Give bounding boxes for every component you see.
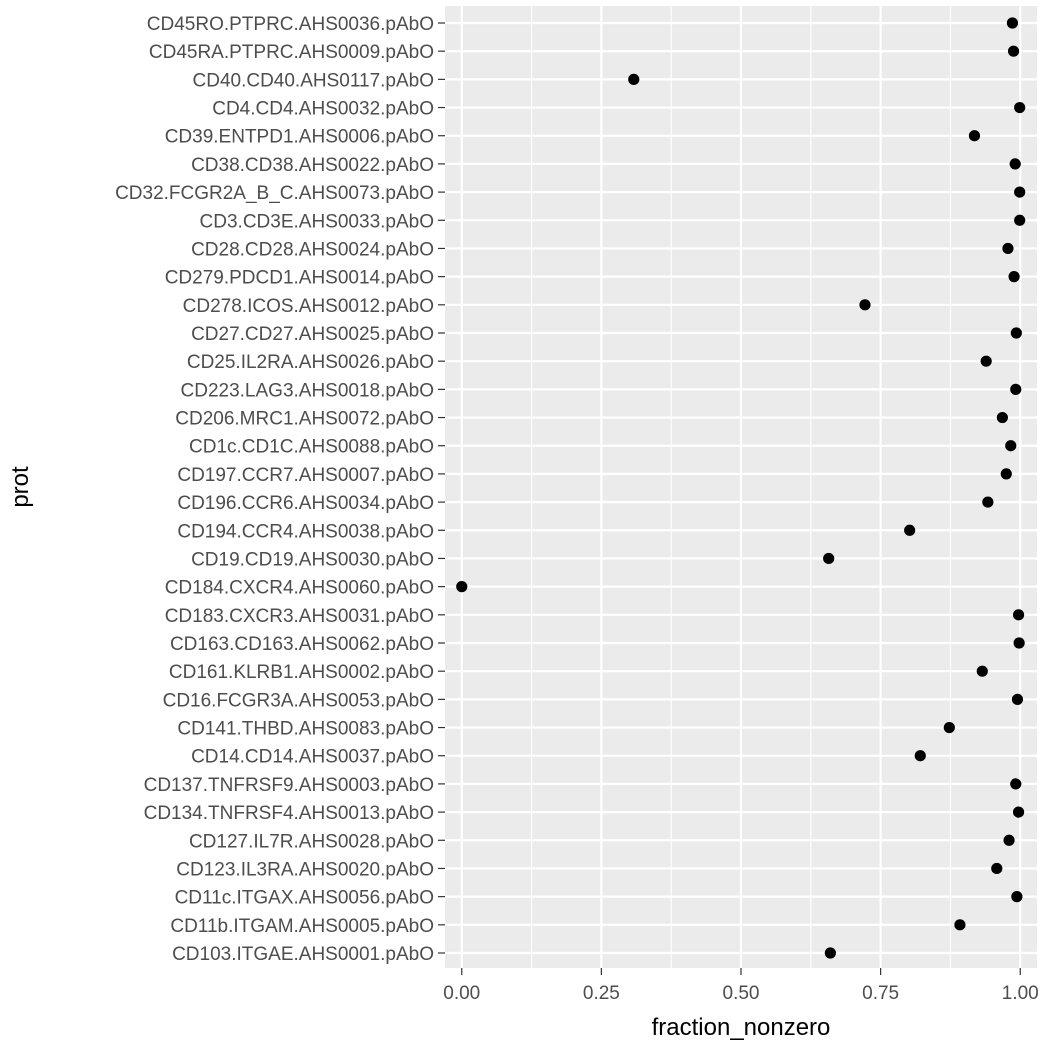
y-tick-label: CD137.TNFRSF9.AHS0003.pAbO xyxy=(144,775,434,796)
y-tick-label: CD14.CD14.AHS0037.pAbO xyxy=(191,747,434,768)
y-tick-label: CD45RA.PTPRC.AHS0009.pAbO xyxy=(149,42,434,63)
y-tick-label: CD134.TNFRSF4.AHS0013.pAbO xyxy=(144,803,434,824)
y-tick-label: CD19.CD19.AHS0030.pAbO xyxy=(191,549,434,570)
x-tick-label: 0.25 xyxy=(583,983,620,1004)
x-tick-layer: 0.00 0.25 0.50 0.75 1.00 xyxy=(443,968,1039,1004)
data-point xyxy=(1014,101,1026,114)
data-point xyxy=(1012,806,1025,818)
x-tick-label: 1.00 xyxy=(1002,983,1039,1004)
y-tick-label: CD196.CCR6.AHS0034.pAbO xyxy=(177,493,434,514)
data-point xyxy=(968,130,981,142)
point-layer xyxy=(456,17,1026,959)
data-point xyxy=(1006,17,1019,29)
y-tick-label: CD4.CD4.AHS0032.pAbO xyxy=(212,99,434,120)
data-point xyxy=(859,299,871,311)
data-point xyxy=(456,581,468,593)
y-tick-label: CD45RO.PTPRC.AHS0036.pAbO xyxy=(147,14,434,35)
y-tick-label: CD279.PDCD1.AHS0014.pAbO xyxy=(165,268,434,289)
y-tick-label: CD38.CD38.AHS0022.pAbO xyxy=(191,155,434,176)
y-tick-label: CD16.FCGR3A.AHS0053.pAbO xyxy=(163,690,434,711)
data-point xyxy=(1010,327,1022,339)
data-point xyxy=(1014,186,1026,198)
y-tick-label: CD127.IL7R.AHS0028.pAbO xyxy=(189,831,434,852)
x-tick-label: 0.75 xyxy=(862,983,899,1004)
data-point xyxy=(823,552,835,565)
y-tick-label: CD123.IL3RA.AHS0020.pAbO xyxy=(176,859,434,880)
data-point xyxy=(1003,834,1015,846)
y-tick-label: CD103.ITGAE.AHS0001.pAbO xyxy=(172,944,434,965)
data-point xyxy=(1008,271,1020,283)
data-point xyxy=(1007,45,1020,57)
y-tick-label: CD40.CD40.AHS0117.pAbO xyxy=(193,70,435,91)
data-point xyxy=(996,411,1008,424)
data-point xyxy=(991,862,1003,875)
data-point xyxy=(1002,242,1014,255)
data-point xyxy=(980,355,992,367)
y-tick-label: CD3.CD3E.AHS0033.pAbO xyxy=(200,211,434,232)
data-point xyxy=(904,524,916,536)
y-tick-label: CD141.THBD.AHS0083.pAbO xyxy=(177,719,434,740)
data-point xyxy=(1012,609,1025,621)
y-tick-label: CD197.CCR7.AHS0007.pAbO xyxy=(177,465,434,486)
data-point xyxy=(1013,637,1025,649)
y-tick-label: CD194.CCR4.AHS0038.pAbO xyxy=(177,521,434,542)
data-point xyxy=(1014,214,1026,226)
data-point xyxy=(976,665,988,677)
y-tick-label: CD39.ENTPD1.AHS0006.pAbO xyxy=(165,127,434,148)
y-axis-title: prot xyxy=(7,466,34,508)
y-tick-label: CD11c.ITGAX.AHS0056.pAbO xyxy=(175,888,434,909)
data-point xyxy=(1011,891,1023,903)
y-tick-label: CD223.LAG3.AHS0018.pAbO xyxy=(181,380,435,401)
data-point xyxy=(824,947,836,959)
data-point xyxy=(954,919,966,931)
data-point xyxy=(1005,440,1017,452)
y-tick-label: CD27.CD27.AHS0025.pAbO xyxy=(191,324,434,345)
y-tick-label: CD32.FCGR2A_B_C.AHS0073.pAbO xyxy=(115,183,434,204)
data-point xyxy=(1010,383,1022,395)
x-axis-title: fraction_nonzero xyxy=(652,1014,831,1041)
x-tick-label: 0.50 xyxy=(723,983,760,1004)
data-point xyxy=(1010,778,1022,790)
data-point xyxy=(1000,468,1012,480)
data-point xyxy=(628,73,640,85)
y-tick-label: CD161.KLRB1.AHS0002.pAbO xyxy=(169,662,434,683)
y-tick-label: CD183.CXCR3.AHS0031.pAbO xyxy=(165,606,434,627)
y-tick-label: CD184.CXCR4.AHS0060.pAbO xyxy=(165,578,434,599)
y-tick-label: CD11b.ITGAM.AHS0005.pAbO xyxy=(170,916,434,937)
y-tick-label: CD206.MRC1.AHS0072.pAbO xyxy=(175,409,434,430)
data-point xyxy=(1009,158,1021,170)
y-tick-label: CD163.CD163.AHS0062.pAbO xyxy=(170,634,434,655)
data-point xyxy=(914,750,926,762)
data-point xyxy=(982,496,994,508)
y-tick-label: CD25.IL2RA.AHS0026.pAbO xyxy=(187,352,434,373)
y-tick-label: CD1c.CD1C.AHS0088.pAbO xyxy=(189,437,434,458)
y-tick-layer: CD45RO.PTPRC.AHS0036.pAbO CD45RA.PTPRC.AH… xyxy=(115,14,445,965)
x-tick-label: 0.00 xyxy=(443,983,480,1004)
data-point xyxy=(1011,693,1024,705)
data-point xyxy=(943,721,955,734)
y-tick-label: CD28.CD28.AHS0024.pAbO xyxy=(191,239,434,260)
y-tick-label: CD278.ICOS.AHS0012.pAbO xyxy=(183,296,434,317)
